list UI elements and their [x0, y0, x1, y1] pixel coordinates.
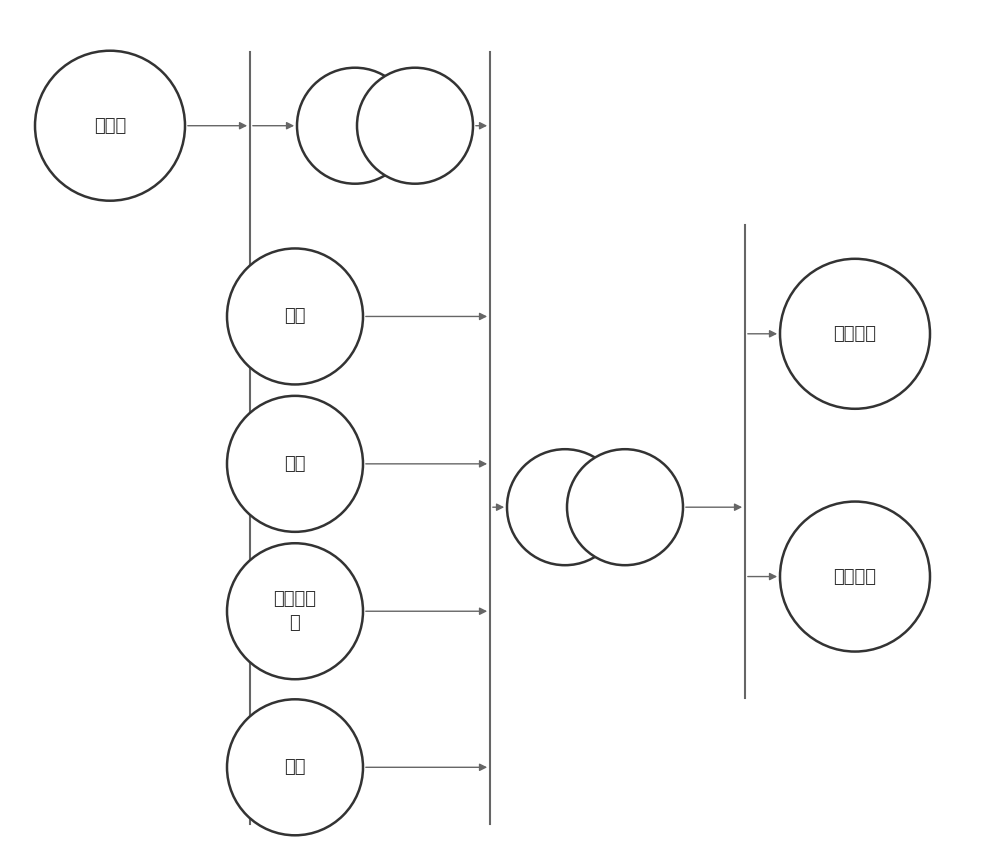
- Text: 发电机: 发电机: [94, 117, 126, 134]
- Ellipse shape: [567, 449, 683, 565]
- Text: 柔性负荷: 柔性负荷: [834, 568, 876, 585]
- Ellipse shape: [227, 396, 363, 531]
- Ellipse shape: [227, 544, 363, 679]
- Ellipse shape: [227, 249, 363, 384]
- Text: 常规负荷: 常规负荷: [834, 325, 876, 342]
- Text: 储能: 储能: [284, 759, 306, 776]
- Ellipse shape: [297, 68, 413, 184]
- Text: 燃气三联
供: 燃气三联 供: [274, 590, 316, 632]
- Text: 光伏: 光伏: [284, 455, 306, 473]
- Ellipse shape: [780, 501, 930, 652]
- Ellipse shape: [35, 50, 185, 201]
- Ellipse shape: [780, 258, 930, 409]
- Ellipse shape: [227, 700, 363, 835]
- Text: 风电: 风电: [284, 308, 306, 325]
- Ellipse shape: [357, 68, 473, 184]
- Ellipse shape: [507, 449, 623, 565]
